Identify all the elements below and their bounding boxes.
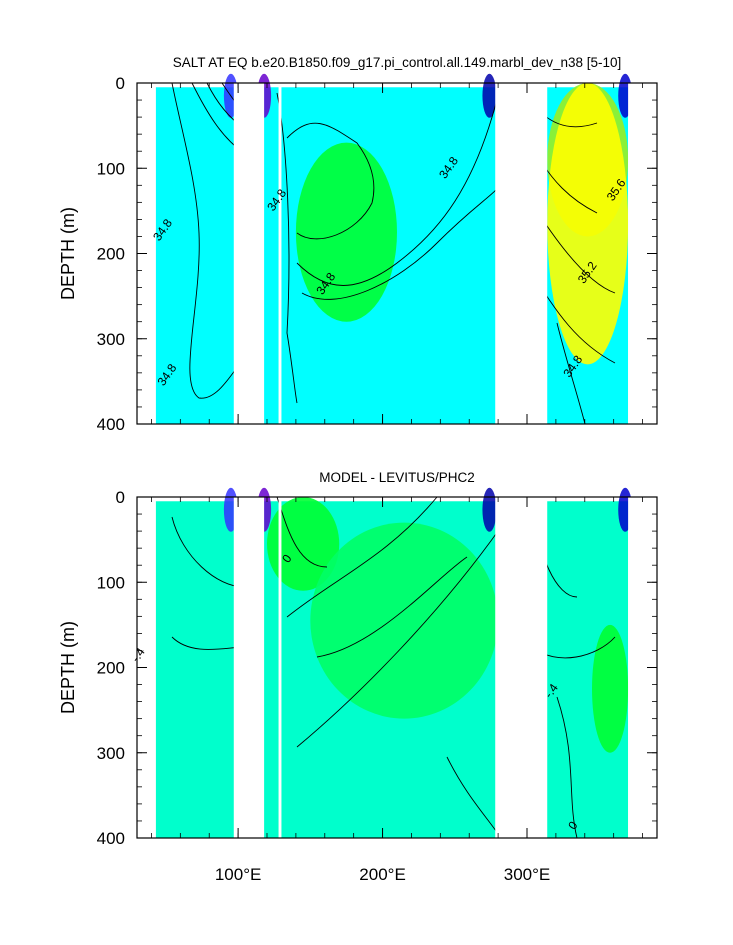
y-tick-label: 100: [97, 573, 125, 592]
chart-title: MODEL - LEVITUS/PHC2: [319, 470, 475, 485]
y-tick-label: 400: [97, 829, 125, 848]
contour-region-0: [295, 142, 398, 322]
contour-line-4: [276, 92, 298, 404]
y-axis-label: DEPTH (m): [58, 621, 78, 714]
anomaly-panel: MODEL - LEVITUS/PHC20-.4-.40010020030040…: [58, 470, 658, 884]
salinity-panel: SALT AT EQ b.e20.B1850.f09_g17.pi_contro…: [58, 55, 658, 434]
land-mask-0: [233, 497, 265, 838]
y-tick-label: 300: [97, 330, 125, 349]
contour-region-2: [547, 83, 629, 365]
y-tick-label: 200: [97, 659, 125, 678]
contour-line-12: [556, 322, 586, 425]
land-mask-0: [233, 83, 265, 424]
chart-title: SALT AT EQ b.e20.B1850.f09_g17.pi_contro…: [173, 55, 622, 70]
contour-line-3: [286, 496, 438, 618]
contour-line-5: [286, 122, 375, 240]
y-tick-label: 400: [97, 415, 125, 434]
y-tick-label: 300: [97, 744, 125, 763]
land-mask-1: [278, 83, 282, 424]
contour-line-5: [316, 556, 468, 658]
y-tick-label: 0: [116, 488, 125, 507]
land-mask-2: [495, 497, 548, 838]
contour-line-9: [556, 696, 578, 839]
contour-line-6: [296, 82, 502, 286]
y-tick-label: 100: [97, 159, 125, 178]
contour-region-1: [310, 522, 499, 719]
y-tick-label: 200: [97, 245, 125, 264]
contour-region-2: [592, 624, 629, 753]
y-tick-label: 0: [116, 74, 125, 93]
contour-line-0: [171, 82, 245, 399]
x-tick-label: 300°E: [504, 865, 551, 884]
contour-line-7: [301, 182, 502, 300]
land-mask-1: [278, 497, 282, 838]
x-tick-label: 100°E: [215, 865, 262, 884]
y-axis-label: DEPTH (m): [58, 207, 78, 300]
coastal-pocket-2: [482, 487, 497, 532]
contour-line-4: [296, 526, 502, 748]
x-tick-label: 200°E: [359, 865, 406, 884]
land-mask-2: [495, 83, 548, 424]
coastal-pocket-2: [482, 73, 497, 118]
